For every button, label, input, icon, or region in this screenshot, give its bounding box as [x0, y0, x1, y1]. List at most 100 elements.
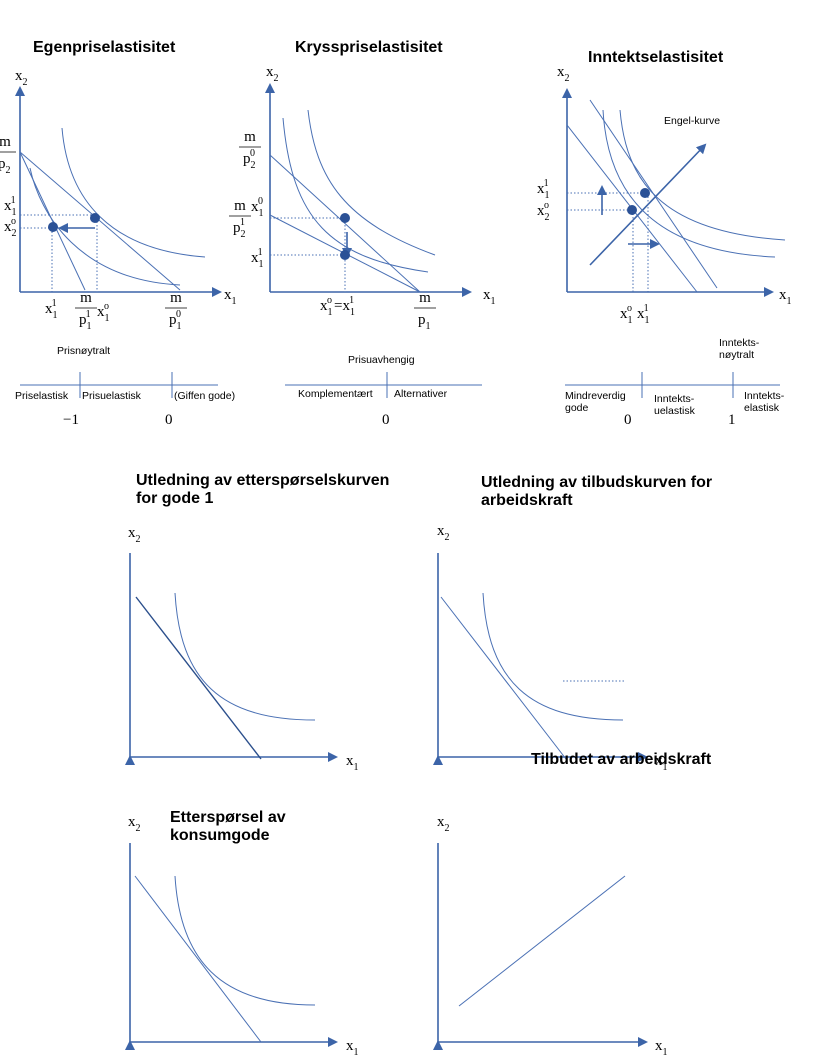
panel-title: Utledning av tilbudskurven for — [481, 474, 712, 491]
subscript: 1 — [663, 1047, 668, 1056]
subscript: 1 — [663, 762, 668, 773]
superscript: 1 — [349, 295, 354, 306]
superscript: 1 — [240, 217, 245, 228]
fraction-numerator: m — [170, 290, 182, 306]
math-label: x1​ — [346, 753, 359, 773]
subscript: 2 — [23, 77, 28, 88]
symbol: x — [620, 306, 628, 322]
superscript: 0 — [176, 309, 181, 320]
subscript: 1 — [645, 315, 650, 326]
symbol: x — [637, 306, 645, 322]
subscript: 1 — [259, 208, 264, 219]
budget-line — [134, 875, 262, 1043]
subscript: 1 — [177, 321, 182, 332]
indifference-curve — [29, 167, 181, 286]
superscript: o — [327, 295, 332, 306]
symbol: x — [437, 523, 445, 539]
symbol: x — [266, 64, 274, 80]
scale-segment-label: uelastisk — [654, 405, 696, 417]
panel-title: arbeidskraft — [481, 492, 573, 509]
scale-segment-label: Inntekts- — [744, 390, 785, 402]
supply-line — [458, 875, 626, 1007]
guide-lines — [20, 214, 98, 292]
axes — [438, 553, 646, 757]
subscript: 2 — [565, 73, 570, 84]
math-label: x11​ — [251, 247, 264, 270]
panel-income — [562, 88, 786, 398]
symbol: x — [128, 814, 136, 830]
math-label: x1​ — [224, 287, 237, 307]
scale-segment-label: Alternativer — [394, 388, 448, 400]
superscript: 1 — [258, 247, 263, 258]
panel-cross-price — [265, 83, 482, 398]
subscript: 2 — [545, 212, 550, 223]
subscript: 2 — [445, 532, 450, 543]
symbol: x — [15, 68, 23, 84]
subscript: 2 — [251, 160, 256, 171]
symbol: p — [233, 220, 241, 236]
superscript: o — [104, 301, 109, 312]
indifference-curve — [174, 592, 316, 721]
scale-segment-label: Prisuelastisk — [82, 390, 142, 402]
math-label: x1​ — [346, 1038, 359, 1056]
scale-top-label: nøytralt — [719, 349, 754, 361]
point — [340, 213, 350, 223]
subscript: 1 — [87, 321, 92, 332]
budget-line — [440, 596, 567, 760]
panel-title: Inntektselastisitet — [588, 49, 724, 66]
scale-value: 0 — [165, 412, 173, 428]
symbol: x — [251, 250, 259, 266]
subscript: 1 — [354, 1047, 359, 1056]
indifference-curve — [61, 127, 206, 258]
symbol: x — [4, 219, 12, 235]
math-label: x10​ — [251, 196, 264, 219]
scale-segment-label: elastisk — [744, 402, 780, 414]
symbol: x — [342, 298, 350, 314]
superscript: 1 — [86, 309, 91, 320]
superscript: 1 — [52, 298, 57, 309]
superscript: o — [544, 200, 549, 211]
symbol: p — [243, 151, 251, 167]
scale-top-label: Prisnøytralt — [57, 345, 110, 357]
budget-line — [269, 154, 421, 293]
superscript: 0 — [250, 148, 255, 159]
fraction-numerator: m — [80, 290, 92, 306]
math-label: x2​ — [557, 64, 570, 84]
subscript: 1 — [426, 321, 431, 332]
scale-value: 0 — [382, 412, 390, 428]
indifference-curve — [282, 117, 429, 273]
scale-value: 0 — [624, 412, 632, 428]
math-label: x1​ — [483, 287, 496, 307]
fraction-denominator: p2​ — [0, 156, 11, 176]
annotation: Engel-kurve — [664, 115, 720, 127]
point — [90, 213, 100, 223]
math-label: x2o​ — [537, 200, 550, 223]
symbol: x — [224, 287, 232, 303]
subscript: 1 — [328, 307, 333, 318]
point — [340, 250, 350, 260]
subscript: 2 — [6, 165, 11, 176]
scale-segment-label: Inntekts- — [654, 393, 695, 405]
superscript: 1 — [644, 303, 649, 314]
fraction-numerator: m — [234, 198, 246, 214]
indifference-curve — [602, 109, 776, 258]
symbol: x — [655, 1038, 663, 1054]
subscript: 1 — [628, 315, 633, 326]
point — [640, 188, 650, 198]
operator: = — [334, 298, 342, 314]
symbol: x — [346, 753, 354, 769]
subscript: 1 — [12, 207, 17, 218]
symbol: x — [128, 525, 136, 541]
math-label: x11​ — [637, 303, 650, 326]
subscript: 1 — [259, 259, 264, 270]
fraction-denominator: p10​ — [169, 309, 182, 332]
subscript: 1 — [545, 190, 550, 201]
symbol: x — [537, 181, 545, 197]
math-label: x2​ — [128, 814, 141, 834]
math-label: x1o​ — [97, 301, 110, 324]
subscript: 1 — [232, 296, 237, 307]
scale-top-label: Prisuavhengig — [348, 354, 415, 366]
indifference-curve — [174, 875, 316, 1006]
scale-segment-label: gode — [565, 402, 589, 414]
math-label: x1​ — [655, 1038, 668, 1056]
